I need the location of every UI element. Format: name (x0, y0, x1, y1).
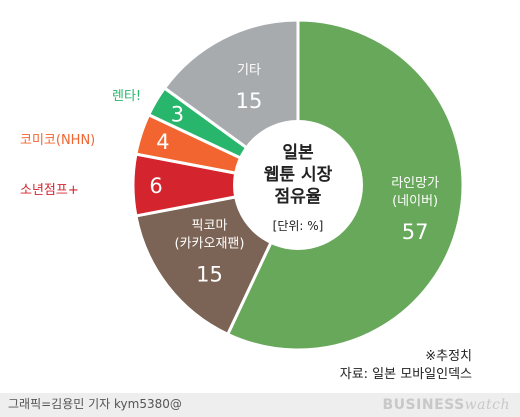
estimate-note: ※추정치 (425, 349, 472, 364)
slice-value: 3 (171, 103, 184, 127)
slice-value: 57 (402, 220, 429, 244)
slice-outside-label: 소년점프+ (20, 183, 79, 198)
center-title-line: 일본 (282, 143, 314, 163)
center-title-line: 웹툰 시장 (264, 165, 333, 185)
slice-outside-label: 렌타! (112, 89, 141, 104)
annotation-block: ※추정치 자료: 일본 모바일인덱스 (340, 348, 472, 384)
source-note: 자료: 일본 모바일인덱스 (339, 367, 472, 382)
slice-label: (카카오재팬) (175, 237, 245, 252)
brand-logo-italic: watch (464, 397, 510, 413)
center-unit: [단위: %] (273, 219, 324, 233)
slice-value: 6 (149, 174, 162, 198)
slice-label: 기타 (237, 63, 261, 78)
slice-value: 15 (236, 89, 263, 113)
center-circle (233, 120, 363, 250)
slice-value: 4 (156, 130, 169, 154)
brand-logo: BUSINESSwatch (383, 397, 510, 413)
graphic-credit: 그래픽=김용민 기자 kym5380@ (8, 397, 182, 411)
brand-logo-bold: BUSINESS (382, 397, 465, 413)
footer-bar: 그래픽=김용민 기자 kym5380@ BUSINESSwatch (0, 393, 520, 417)
center-title-line: 점유율 (275, 187, 322, 207)
slice-outside-label: 코미코(NHN) (20, 133, 95, 148)
slice-label: 라인망가 (391, 176, 439, 191)
slice-label: 픽코마 (192, 219, 228, 234)
slice-label: (네이버) (392, 194, 438, 209)
slice-value: 15 (196, 263, 223, 287)
